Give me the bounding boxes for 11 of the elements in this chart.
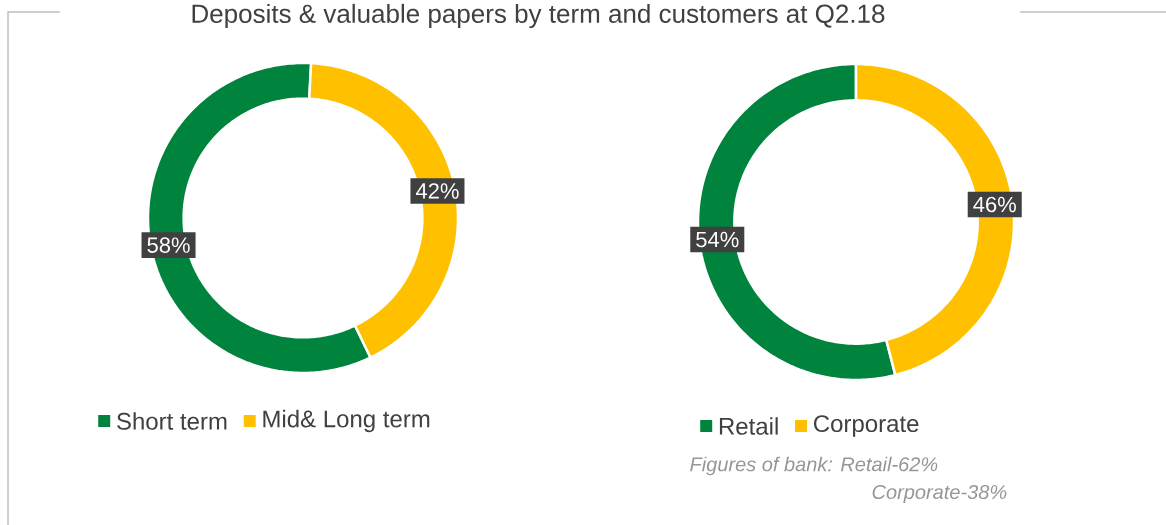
data-label: 54% [696,231,739,248]
legend-label: Short term [117,412,227,430]
legend-label: Retail [719,417,778,435]
text: Corporate-38% [872,484,1007,504]
legend-label: Mid& Long term [263,409,430,433]
legend-label: Corporate [813,415,919,437]
data-label: 42% [415,183,459,199]
data-label: 58% [147,237,190,253]
text: Figures of bank: Retail-62% [690,456,938,476]
data-label: 46% [973,196,1016,213]
text: Deposits & valuable papers by term and customers at Q2.18 [192,3,885,29]
